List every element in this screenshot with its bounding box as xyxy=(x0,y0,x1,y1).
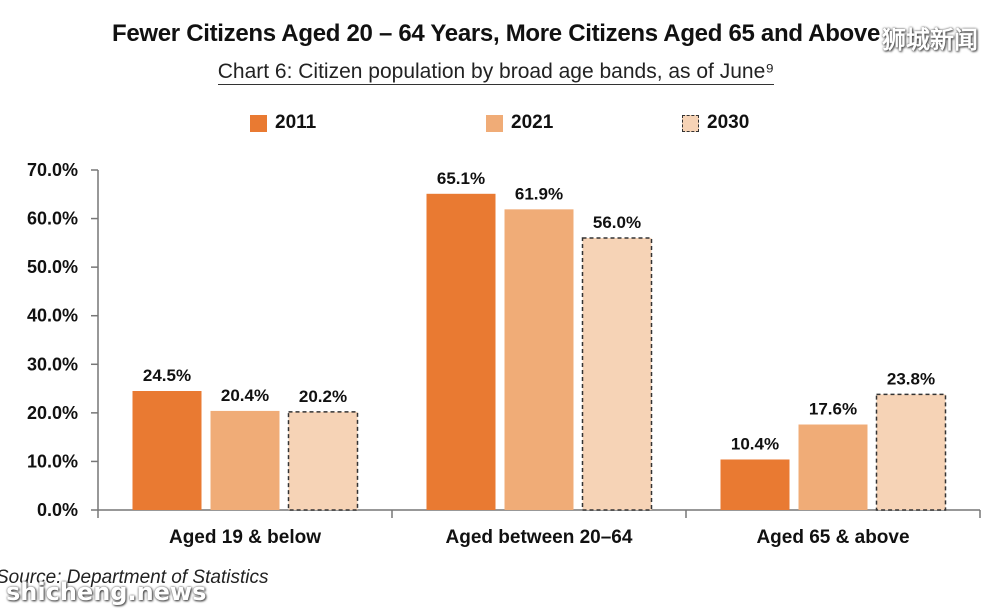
y-tick-label: 50.0% xyxy=(27,257,78,277)
bar-chart: 0.0% 10.0% 20.0% 30.0% 40.0% 50.0% 60.0% 70.0% 2… xyxy=(27,160,981,548)
x-category-label: Aged between 20–64 xyxy=(446,527,633,548)
chart-subtitle: Chart 6: Citizen population by broad age… xyxy=(0,60,992,85)
bar-2030-3 xyxy=(875,393,947,511)
bar-2021-2 xyxy=(504,209,574,511)
legend-swatch-2011 xyxy=(250,114,267,132)
data-label-2011-2: 65.1% xyxy=(437,169,485,188)
legend-swatch-2030 xyxy=(682,114,699,132)
bar-2011-3 xyxy=(720,459,790,510)
legend: 2011 2021 2030 xyxy=(0,112,992,136)
bar-2030-1 xyxy=(287,411,359,511)
watermark-logo-text: 狮城新闻 xyxy=(882,26,978,54)
y-tick-label: 10.0% xyxy=(27,451,78,471)
data-label-2021-1: 20.4% xyxy=(221,386,269,405)
y-tick-label: 60.0% xyxy=(27,209,78,229)
bar-2030-2 xyxy=(581,237,653,511)
y-tick-label: 40.0% xyxy=(27,306,78,326)
y-tick-label: 70.0% xyxy=(27,160,78,180)
legend-label-2021: 2021 xyxy=(511,112,554,133)
x-category-label: Aged 65 & above xyxy=(756,527,909,548)
source-note: Source: Department of Statistics xyxy=(0,567,269,588)
x-category-label: Aged 19 & below xyxy=(169,527,321,548)
legend-label-2030: 2030 xyxy=(707,112,750,133)
y-tick-label: 20.0% xyxy=(27,403,78,423)
legend-item-2011: 2011 xyxy=(250,112,316,134)
chart-subtitle-text: Chart 6: Citizen population by broad age… xyxy=(217,60,775,85)
chart-title: Fewer Citizens Aged 20 – 64 Years, More … xyxy=(111,20,881,47)
y-tick-label: 0.0% xyxy=(37,500,78,520)
data-label-2030-2: 56.0% xyxy=(593,213,641,232)
bar-2011-2 xyxy=(426,193,496,511)
data-label-2030-3: 23.8% xyxy=(887,369,935,388)
legend-swatch-2021 xyxy=(486,114,503,132)
bar-2021-1 xyxy=(210,410,280,510)
data-label-2011-1: 24.5% xyxy=(143,366,191,385)
data-label-2021-2: 61.9% xyxy=(515,184,563,203)
data-label-2021-3: 17.6% xyxy=(809,400,857,419)
data-label-2011-3: 10.4% xyxy=(731,434,779,453)
watermark-site-text: shicheng.news xyxy=(6,578,207,606)
legend-item-2030: 2030 xyxy=(682,112,749,134)
bar-2011-1 xyxy=(132,391,202,510)
bar-2021-3 xyxy=(798,424,868,510)
legend-label-2011: 2011 xyxy=(275,112,317,133)
y-tick-label: 30.0% xyxy=(27,354,78,374)
data-label-2030-1: 20.2% xyxy=(299,387,347,406)
legend-item-2021: 2021 xyxy=(486,112,553,134)
